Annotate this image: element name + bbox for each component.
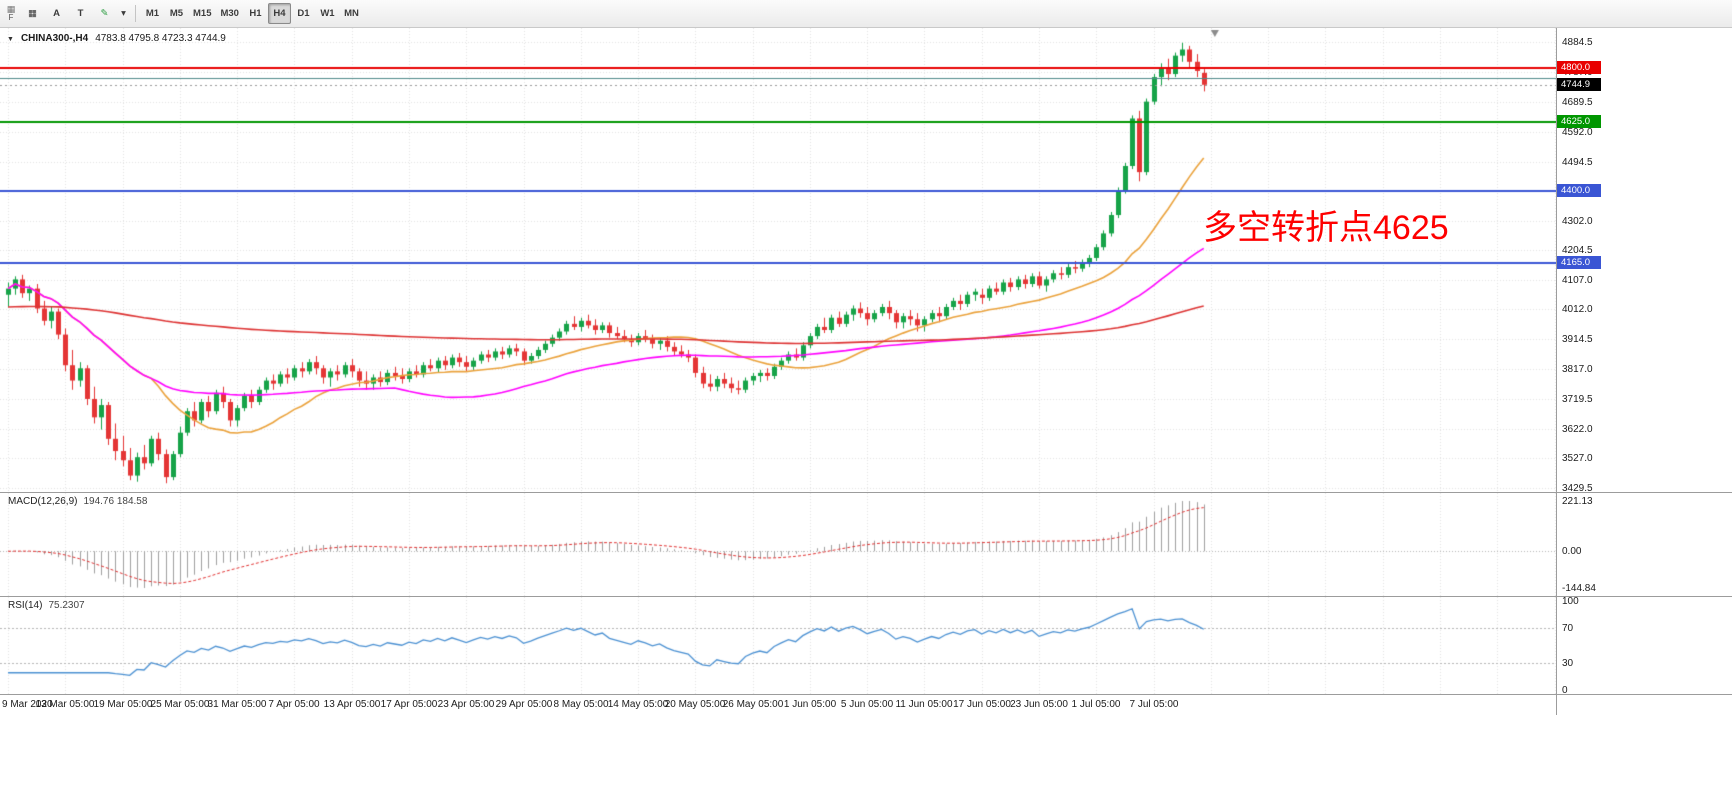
tool-icons-group: ▦ A T ✎ ▾ xyxy=(21,3,130,24)
rsi-axis-label: 100 xyxy=(1562,596,1579,607)
chart-ohlc-values: 4783.8 4795.8 4723.3 4744.9 xyxy=(95,33,226,44)
time-axis-label: 1 Jun 05:00 xyxy=(783,699,837,710)
macd-axis-max: 221.13 xyxy=(1562,496,1593,507)
time-axis-label: 9 Mar 2020 xyxy=(2,699,53,710)
price-gridline-label: 4302.0 xyxy=(1562,215,1593,227)
cursor-tool-button[interactable]: A xyxy=(53,8,60,19)
rsi-axis-label: 30 xyxy=(1562,658,1574,670)
time-axis-label: 11 Jun 05:00 xyxy=(895,699,953,710)
chart-header: ▼ CHINA300-,H4 4783.8 4795.8 4723.3 4744… xyxy=(7,33,226,44)
rsi-label-row: RSI(14) 75.2307 xyxy=(8,600,85,611)
window-grid-icon[interactable]: ▦ xyxy=(28,8,37,19)
corner-label: F xyxy=(8,13,14,22)
current-price-badge: 4744.9 xyxy=(1557,77,1601,91)
time-axis-label: 13 Mar 05:00 xyxy=(35,699,95,710)
time-axis[interactable]: 9 Mar 2020 13 Mar 05:00 19 Mar 05:00 25 Mar… xyxy=(0,695,1556,715)
time-axis-label: 31 Mar 05:00 xyxy=(207,699,267,710)
time-axis-label: 13 Apr 05:00 xyxy=(323,699,381,710)
toolbar-corner: ▦ F xyxy=(2,5,20,22)
time-axis-label: 19 Mar 05:00 xyxy=(93,699,153,710)
toolbar-separator xyxy=(135,5,136,22)
time-axis-label: 25 Mar 05:00 xyxy=(150,699,210,710)
time-axis-label: 23 Jun 05:00 xyxy=(1010,699,1068,710)
price-level-badge: 4400.0 xyxy=(1557,183,1601,197)
tf-button-M15[interactable]: M15 xyxy=(193,8,212,19)
rsi-indicator-canvas[interactable] xyxy=(0,597,1556,694)
price-gridline-label: 4884.5 xyxy=(1562,37,1593,48)
toolbar: ▦ F ▦ A T ✎ ▾ M1 M5 M15 M30 H1 H4 D1 W1 MN xyxy=(0,0,1732,28)
price-gridline-label: 3914.5 xyxy=(1562,334,1593,346)
time-axis-label: 17 Jun 05:00 xyxy=(953,699,1011,710)
tf-button-MN[interactable]: MN xyxy=(344,8,359,19)
time-axis-label: 7 Apr 05:00 xyxy=(268,699,320,710)
tf-button-H4[interactable]: H4 xyxy=(267,3,291,24)
macd-indicator-values: 194.76 184.58 xyxy=(83,496,148,507)
macd-axis-min: -144.84 xyxy=(1562,583,1596,594)
price-level-badge: 4800.0 xyxy=(1557,60,1601,74)
tf-button-M5[interactable]: M5 xyxy=(169,8,184,19)
price-axis-separator xyxy=(1556,28,1557,715)
price-gridline-label: 3719.5 xyxy=(1562,394,1593,406)
tf-button-H1[interactable]: H1 xyxy=(249,8,262,19)
macd-indicator-label: MACD(12,26,9) xyxy=(8,496,78,507)
macd-label-row: MACD(12,26,9) 194.76 184.58 xyxy=(8,496,147,507)
time-axis-label: 20 May 05:00 xyxy=(664,699,726,710)
price-gridline-label: 3622.0 xyxy=(1562,423,1593,435)
price-gridline-label: 4107.0 xyxy=(1562,275,1593,287)
header-collapse-icon[interactable]: ▼ xyxy=(7,36,14,43)
time-axis-label: 7 Jul 05:00 xyxy=(1129,699,1179,710)
draw-tool-icon[interactable]: ✎ xyxy=(100,8,109,19)
rsi-indicator-label: RSI(14) xyxy=(8,600,43,611)
panel-separator[interactable] xyxy=(0,492,1732,493)
time-axis-label: 23 Apr 05:00 xyxy=(437,699,495,710)
macd-axis-zero: 0.00 xyxy=(1562,546,1582,558)
tf-button-D1[interactable]: D1 xyxy=(297,8,310,19)
text-tool-button[interactable]: T xyxy=(77,8,84,19)
price-chart-canvas[interactable] xyxy=(0,28,1556,492)
macd-indicator-canvas[interactable] xyxy=(0,493,1556,596)
price-gridline-label: 4204.5 xyxy=(1562,245,1593,257)
tf-button-M30[interactable]: M30 xyxy=(220,8,239,19)
chart-symbol-label: CHINA300-,H4 xyxy=(20,33,89,44)
panel-separator[interactable] xyxy=(0,596,1732,597)
time-axis-label: 17 Apr 05:00 xyxy=(380,699,438,710)
tf-button-W1[interactable]: W1 xyxy=(320,8,335,19)
price-gridline-label: 3429.5 xyxy=(1562,483,1593,494)
time-axis-label: 14 May 05:00 xyxy=(607,699,669,710)
price-axis[interactable]: 4884.54787.04689.54592.04494.54397.04302… xyxy=(1556,28,1732,715)
timeframe-group: M1 M5 M15 M30 H1 H4 D1 W1 MN xyxy=(141,3,363,24)
price-gridline-label: 3817.0 xyxy=(1562,364,1593,376)
time-axis-label: 26 May 05:00 xyxy=(722,699,784,710)
draw-tool-dropdown[interactable]: ▾ xyxy=(121,8,126,19)
time-axis-label: 1 Jul 05:00 xyxy=(1071,699,1121,710)
chart-annotation-text[interactable]: 多空转折点4625 xyxy=(1203,209,1449,247)
rsi-axis-label: 70 xyxy=(1562,622,1574,634)
price-gridline-label: 4494.5 xyxy=(1562,156,1593,168)
price-gridline-label: 4689.5 xyxy=(1562,96,1593,108)
price-gridline-label: 4592.0 xyxy=(1562,126,1593,138)
price-gridline-label: 4012.0 xyxy=(1562,304,1593,316)
window-layout-icon[interactable]: ▦ xyxy=(6,4,16,14)
time-axis-label: 8 May 05:00 xyxy=(553,699,609,710)
price-level-badge: 4625.0 xyxy=(1557,114,1601,128)
rsi-axis-label: 0 xyxy=(1562,685,1568,696)
price-level-badge: 4165.0 xyxy=(1557,255,1601,269)
time-axis-label: 5 Jun 05:00 xyxy=(840,699,894,710)
price-gridline-label: 3527.0 xyxy=(1562,453,1593,465)
panel-separator[interactable] xyxy=(0,694,1732,695)
rsi-indicator-value: 75.2307 xyxy=(48,600,85,611)
time-axis-label: 29 Apr 05:00 xyxy=(495,699,553,710)
tf-button-M1[interactable]: M1 xyxy=(145,8,160,19)
